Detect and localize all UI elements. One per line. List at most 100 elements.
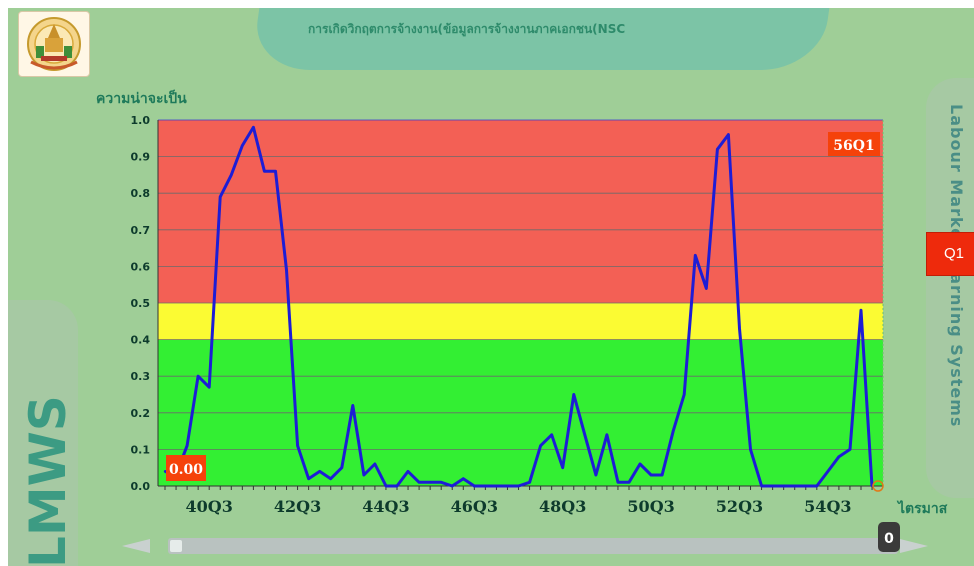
data-point	[340, 466, 343, 469]
data-point	[694, 254, 697, 257]
data-point	[318, 470, 321, 473]
data-point	[760, 484, 763, 488]
app-window: การเกิดวิกฤตการจ้างงาน(ข้อมูลการจ้างงานภ…	[8, 8, 974, 566]
y-tick-label: 0.9	[131, 151, 151, 164]
data-point	[638, 462, 642, 466]
data-point	[495, 484, 498, 488]
scroll-track[interactable]	[168, 538, 898, 554]
data-point	[716, 148, 719, 151]
chart-title: การเกิดวิกฤตการจ้างงาน(ข้อมูลการจ้างงานภ…	[308, 22, 626, 36]
data-point	[550, 433, 553, 436]
data-point	[771, 484, 774, 488]
data-point	[649, 473, 653, 477]
y-tick-label: 0.7	[131, 224, 151, 237]
data-point	[826, 470, 830, 473]
y-tick-label: 0.0	[131, 480, 151, 493]
y-tick-label: 0.4	[131, 334, 151, 347]
data-point	[583, 433, 587, 436]
y-tick-label: 1.0	[131, 114, 151, 127]
probability-chart: 0.0 0.1 0.2 0.3 0.4 0.5 0.6 0.7 0.8 0.9 1.0 40Q3 42…	[122, 114, 928, 554]
x-axis-label: ไตรมาส	[898, 501, 948, 517]
data-point	[196, 375, 200, 378]
data-point	[185, 444, 189, 447]
quarter-popup-label: Q1	[944, 245, 965, 262]
y-tick-label: 0.6	[131, 260, 151, 273]
data-point	[462, 477, 465, 480]
quarter-popup[interactable]	[926, 232, 974, 276]
data-point	[683, 393, 686, 396]
data-point	[362, 473, 366, 477]
government-seal-logo	[18, 11, 90, 77]
scroll-left-arrow-icon[interactable]	[122, 539, 150, 553]
data-point	[848, 448, 852, 451]
data-point	[252, 126, 255, 129]
data-point	[539, 444, 542, 447]
data-point	[274, 170, 277, 173]
y-tick-label: 0.3	[131, 370, 151, 383]
scroll-right-arrow-icon[interactable]	[900, 539, 928, 553]
end-quarter-badge: 56Q1	[828, 132, 880, 156]
data-point	[517, 484, 520, 488]
data-point	[705, 287, 708, 290]
data-point	[671, 429, 675, 433]
y-tick-label: 0.2	[131, 407, 151, 420]
data-point	[241, 144, 244, 147]
left-brand-panel	[8, 300, 78, 566]
data-point	[451, 484, 454, 488]
data-point	[285, 268, 288, 272]
data-point	[373, 462, 377, 466]
data-point	[528, 481, 531, 484]
current-value-badge-text: 0.00	[169, 462, 203, 478]
end-quarter-badge-bg	[828, 132, 880, 156]
slider-value-badge[interactable]	[878, 522, 900, 552]
current-value-badge: 0.00	[166, 455, 206, 481]
zone-yellow	[158, 303, 883, 340]
data-point	[296, 444, 299, 447]
data-point	[219, 195, 222, 199]
data-point	[506, 484, 509, 488]
data-point	[406, 470, 410, 473]
x-tick-label: 42Q3	[274, 497, 321, 516]
data-point	[329, 477, 332, 480]
x-tick-label: 48Q3	[539, 497, 586, 516]
data-point	[439, 481, 443, 484]
y-tick-label: 0.1	[131, 443, 151, 456]
current-value-badge-bg	[166, 455, 206, 481]
data-point	[605, 433, 609, 436]
end-marker-icon	[872, 480, 884, 492]
data-point	[793, 484, 796, 488]
seal-icon	[27, 17, 81, 71]
y-tick-label: 0.5	[131, 297, 151, 310]
data-point	[207, 385, 211, 389]
data-point	[627, 481, 631, 484]
data-point	[384, 484, 388, 488]
data-point	[572, 393, 575, 396]
x-tick-label: 40Q3	[186, 497, 233, 516]
y-axis-label: ความน่าจะเป็น	[96, 91, 187, 107]
scroll-thumb[interactable]	[170, 540, 182, 552]
data-point	[804, 484, 807, 488]
x-tick-label: 50Q3	[627, 497, 674, 516]
data-point	[782, 484, 785, 488]
data-point	[163, 470, 167, 473]
data-point	[395, 484, 399, 488]
x-tick-label: 44Q3	[362, 497, 409, 516]
data-point	[616, 481, 620, 484]
y-tick-label: 0.8	[131, 187, 151, 200]
data-point	[594, 473, 598, 477]
data-point	[561, 466, 564, 469]
y-tick-labels: 0.0 0.1 0.2 0.3 0.4 0.5 0.6 0.7 0.8 0.9 1.0	[131, 114, 151, 493]
data-point	[727, 133, 730, 136]
data-point	[230, 173, 233, 177]
data-point	[263, 170, 266, 173]
data-point	[473, 484, 476, 488]
slider-value-text: 0	[884, 531, 894, 547]
timeline-scrollbar[interactable]: 0	[122, 522, 928, 554]
data-point	[484, 484, 487, 488]
data-point	[351, 404, 355, 407]
x-tick-label: 46Q3	[451, 497, 498, 516]
end-quarter-badge-text: 56Q1	[833, 138, 874, 154]
data-point	[307, 477, 310, 480]
data-point	[859, 309, 863, 312]
data-point	[428, 481, 432, 484]
